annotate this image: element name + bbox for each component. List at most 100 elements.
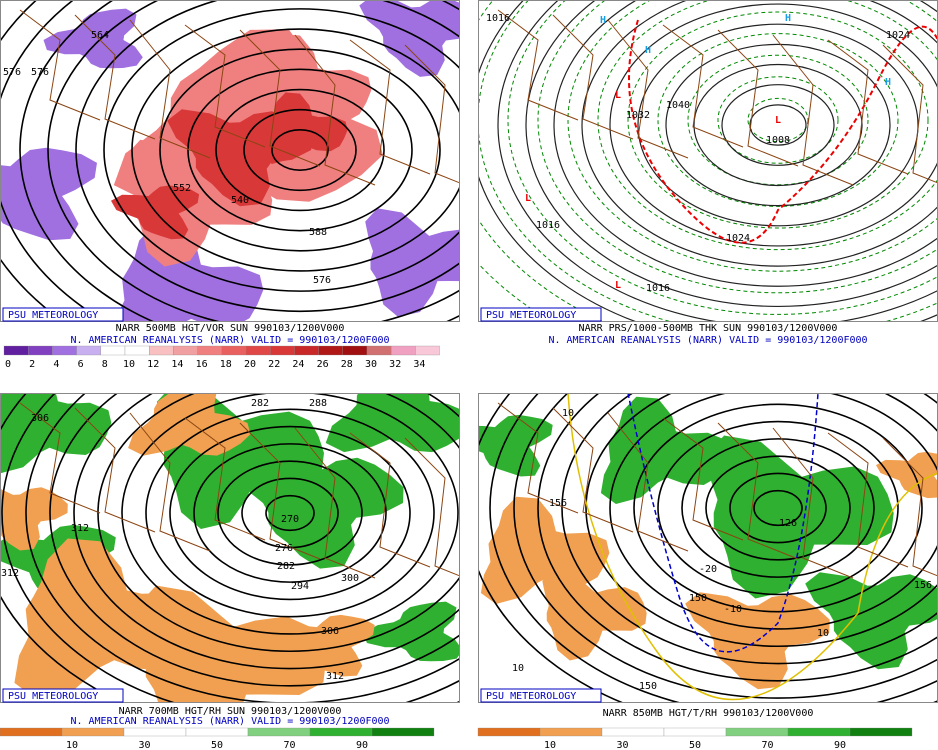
isotherm [627,393,819,653]
contour [513,393,938,699]
colorbar-label: 4 [53,359,59,370]
colorbar-cell [391,345,416,356]
contour [169,425,411,601]
colorbar-label: 24 [292,359,304,370]
border [19,402,101,514]
contour [717,76,839,164]
contour [489,393,938,703]
caption: NARR PRS/1000-500MB THK SUN 990103/1200V… [579,323,838,334]
panel: 576 564 552 540 576 588 576 PSU METEOROLOGY NARR… [0,0,460,370]
map: 576 564 552 540 576 588 576 [0,0,460,322]
colorbar-cell [415,345,440,356]
caption: N. AMERICAN REANALYSIS (NARR) VALID = 99… [548,335,867,346]
contour [609,3,938,247]
border [552,14,634,140]
contour [507,0,938,315]
colorbar-cell [76,345,101,356]
contour [97,393,460,652]
colorbar-label: 6 [78,359,84,370]
border [239,422,321,560]
colorbar-label: 8 [102,359,108,370]
colorbar-label: 90 [356,740,368,750]
contour [49,393,460,687]
border [129,19,211,159]
map-label: 540 [231,195,249,206]
colorbar-cell [247,727,311,737]
caption: NARR 700MB HGT/RH SUN 990103/1200V000 [119,706,342,717]
map: 156 10 -20 -10 150 126 10 156 10 150 [478,393,938,703]
caption: N. AMERICAN REANALYSIS (NARR) VALID = 99… [70,335,389,346]
panel: 156 10 -20 -10 150 126 10 156 10 150 PSU METEOROLO… [477,393,938,750]
caption: NARR 850MB HGT/T/RH 990103/1200V000 [603,708,814,719]
isotherm [567,393,938,701]
map-label: 156 [549,498,567,509]
contour [753,489,803,527]
colorbar-cell [318,345,343,356]
border [184,24,266,148]
colorbar-cell [173,345,198,356]
colorbar-cell [124,345,150,356]
map-label: H [885,77,891,88]
colorbar-label: 30 [365,359,377,370]
colorbar-cell [371,727,435,737]
shade [261,92,348,164]
contour [131,28,460,272]
map-label: 288 [309,398,327,409]
map: 1016 1024 1040 1032 1008 1016 1016 1024 L L L L H H H H [478,0,938,322]
colorbar-label: 16 [196,359,208,370]
map-label: 294 [291,581,309,592]
contour [217,460,363,566]
shade [363,601,460,662]
border [294,34,376,186]
contour [553,0,938,287]
colorbar-cell [185,727,249,737]
colorbar-cell [197,345,222,356]
map-label: 1024 [886,30,910,41]
map-label: 150 [639,681,657,692]
border [349,39,431,175]
map-label: 306 [31,413,49,424]
caption: NARR 500MB HGT/VOR SUN 990103/1200V000 [116,323,345,334]
border [239,29,321,167]
map-frame [0,0,460,322]
colorbar-cell [100,345,126,356]
map: 306 312 312 282 288 270 276 282 294 300 306 312 [0,393,460,703]
colorbar-cell [61,727,125,737]
colorbar-cell [270,345,295,356]
panel: 306 312 312 282 288 270 276 282 294 300 306 312 PSU … [0,393,460,750]
colorbar-label: 70 [761,740,773,750]
contour [187,68,413,232]
border [349,432,431,568]
map-label: L [525,193,531,204]
contour [121,393,459,635]
map-label: 576 [313,275,331,286]
colorbar-label: 10 [66,740,78,750]
contour [681,438,875,578]
border [882,437,938,577]
contour [25,393,460,703]
contour [243,108,357,192]
shade [128,393,251,456]
contour [159,48,441,252]
map-label: 270 [281,514,299,525]
colorbar-label: 0 [5,359,11,370]
contour [567,0,938,272]
colorbar-cell [245,345,271,356]
colorbar-label: 2 [29,359,35,370]
contour [241,477,339,549]
border [184,417,266,541]
border [772,34,854,186]
border [294,427,376,579]
colorbar-label: 20 [244,359,256,370]
map-label: -20 [699,564,717,575]
contour [525,0,938,307]
border [497,9,579,121]
map-label: 282 [277,561,295,572]
map-label: 564 [91,30,109,41]
contour [47,0,460,322]
contour [609,393,938,630]
map-label: 1032 [626,110,650,121]
map-label: 588 [309,227,327,238]
map-label: H [600,15,606,26]
contour [215,88,385,212]
